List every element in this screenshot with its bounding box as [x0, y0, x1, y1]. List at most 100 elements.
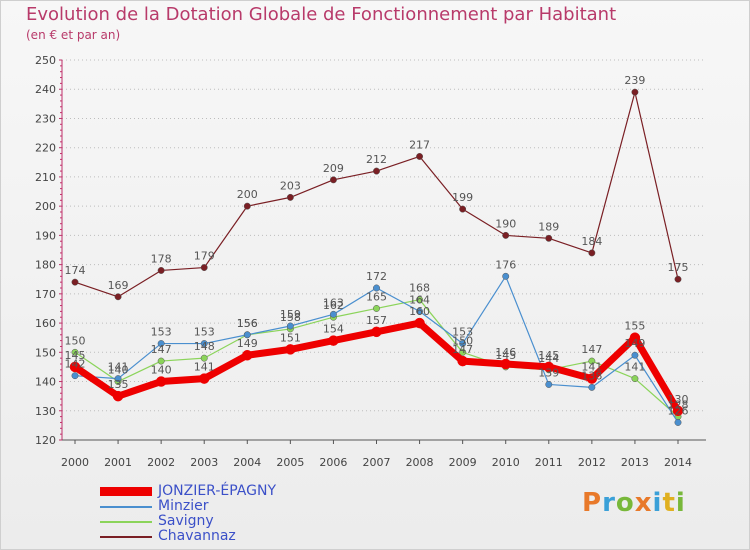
y-tick-label: 160: [35, 317, 56, 330]
data-point: [285, 344, 296, 355]
data-label: 155: [624, 320, 645, 333]
y-tick-label: 120: [35, 434, 56, 447]
data-point: [71, 372, 79, 380]
data-label: 203: [280, 179, 301, 192]
data-label: 139: [538, 366, 559, 379]
data-point: [588, 383, 596, 391]
data-label: 149: [237, 337, 258, 350]
legend-label: Savigny: [158, 513, 214, 529]
data-point: [371, 326, 382, 338]
y-tick-label: 150: [35, 346, 56, 359]
y-tick-label: 140: [35, 376, 56, 389]
y-tick-label: 190: [35, 229, 56, 242]
data-label: 138: [581, 369, 602, 382]
data-point: [157, 340, 165, 347]
data-label: 176: [495, 258, 516, 271]
data-point: [459, 340, 467, 347]
data-label: 141: [194, 361, 215, 374]
x-tick-label: 2006: [319, 456, 347, 469]
data-label: 178: [151, 252, 172, 265]
x-tick-label: 2009: [449, 456, 477, 469]
data-point: [200, 264, 208, 271]
data-point: [459, 348, 467, 356]
data-point: [588, 249, 596, 257]
data-label: 147: [151, 343, 172, 356]
legend-swatch: [100, 520, 152, 523]
data-point: [631, 351, 639, 359]
y-tick-label: 170: [35, 288, 56, 301]
data-label: 165: [366, 290, 387, 303]
x-tick-label: 2000: [61, 456, 89, 469]
data-label: 169: [108, 279, 129, 292]
data-point: [71, 348, 79, 356]
data-point: [629, 332, 641, 343]
data-label: 126: [668, 404, 689, 417]
legend-label: Chavannaz: [158, 528, 236, 544]
data-point: [674, 275, 682, 283]
data-label: 160: [409, 305, 430, 318]
data-point: [502, 231, 510, 239]
legend-item: Chavannaz: [100, 529, 276, 544]
y-tick-label: 130: [35, 405, 56, 418]
data-point: [631, 375, 639, 383]
legend-item: JONZIER-ÉPAGNY: [100, 484, 276, 499]
data-label: 141: [624, 361, 645, 374]
data-label: 164: [409, 293, 430, 306]
data-point: [155, 376, 167, 387]
data-label: 128: [668, 399, 689, 412]
y-tick-label: 200: [35, 200, 56, 213]
series-line-3: [74, 91, 679, 298]
data-point: [631, 88, 639, 96]
x-tick-label: 2004: [233, 456, 261, 469]
x-tick-label: 2012: [578, 456, 606, 469]
data-point: [243, 331, 251, 339]
data-point: [672, 405, 684, 417]
data-point: [242, 349, 253, 361]
data-label: 147: [581, 343, 602, 356]
data-point: [586, 373, 598, 384]
data-point: [71, 278, 79, 286]
data-label: 217: [409, 138, 430, 151]
legend-label: JONZIER-ÉPAGNY: [158, 483, 276, 499]
data-label: 179: [194, 250, 215, 263]
data-label: 156: [237, 317, 258, 330]
data-label: 209: [323, 162, 344, 175]
data-label: 153: [452, 326, 473, 339]
data-label: 190: [495, 217, 516, 230]
data-point: [545, 234, 553, 242]
data-point: [457, 355, 468, 367]
y-tick-label: 220: [35, 142, 56, 155]
data-label: 189: [538, 220, 559, 233]
data-point: [416, 307, 424, 315]
x-tick-label: 2010: [492, 456, 520, 469]
x-tick-label: 2011: [535, 456, 563, 469]
data-point: [200, 354, 208, 362]
data-label: 142: [65, 358, 86, 371]
x-tick-label: 2005: [276, 456, 304, 469]
data-label: 151: [280, 331, 301, 344]
x-tick-label: 2008: [406, 456, 434, 469]
data-label: 168: [409, 282, 430, 295]
data-point: [674, 419, 682, 426]
data-label: 156: [237, 317, 258, 330]
data-label: 150: [452, 334, 473, 347]
legend-swatch: [100, 487, 152, 496]
data-point: [414, 317, 425, 329]
legend-swatch: [100, 505, 152, 508]
x-tick-label: 2003: [190, 456, 218, 469]
data-label: 149: [624, 337, 645, 350]
data-point: [157, 267, 165, 274]
legend-swatch: [100, 535, 152, 538]
proxiti-logo: Proxiti: [582, 488, 686, 518]
legend-item: Minzier: [100, 499, 276, 514]
data-label: 153: [151, 326, 172, 339]
legend: JONZIER-ÉPAGNY Minzier Savigny Chavannaz: [100, 484, 276, 544]
data-label: 162: [323, 299, 344, 312]
data-point: [329, 176, 337, 184]
x-tick-label: 2002: [147, 456, 175, 469]
data-point: [500, 358, 511, 370]
data-point: [286, 322, 294, 330]
data-point: [114, 293, 122, 301]
data-label: 145: [538, 349, 559, 362]
data-label: 159: [280, 308, 301, 321]
